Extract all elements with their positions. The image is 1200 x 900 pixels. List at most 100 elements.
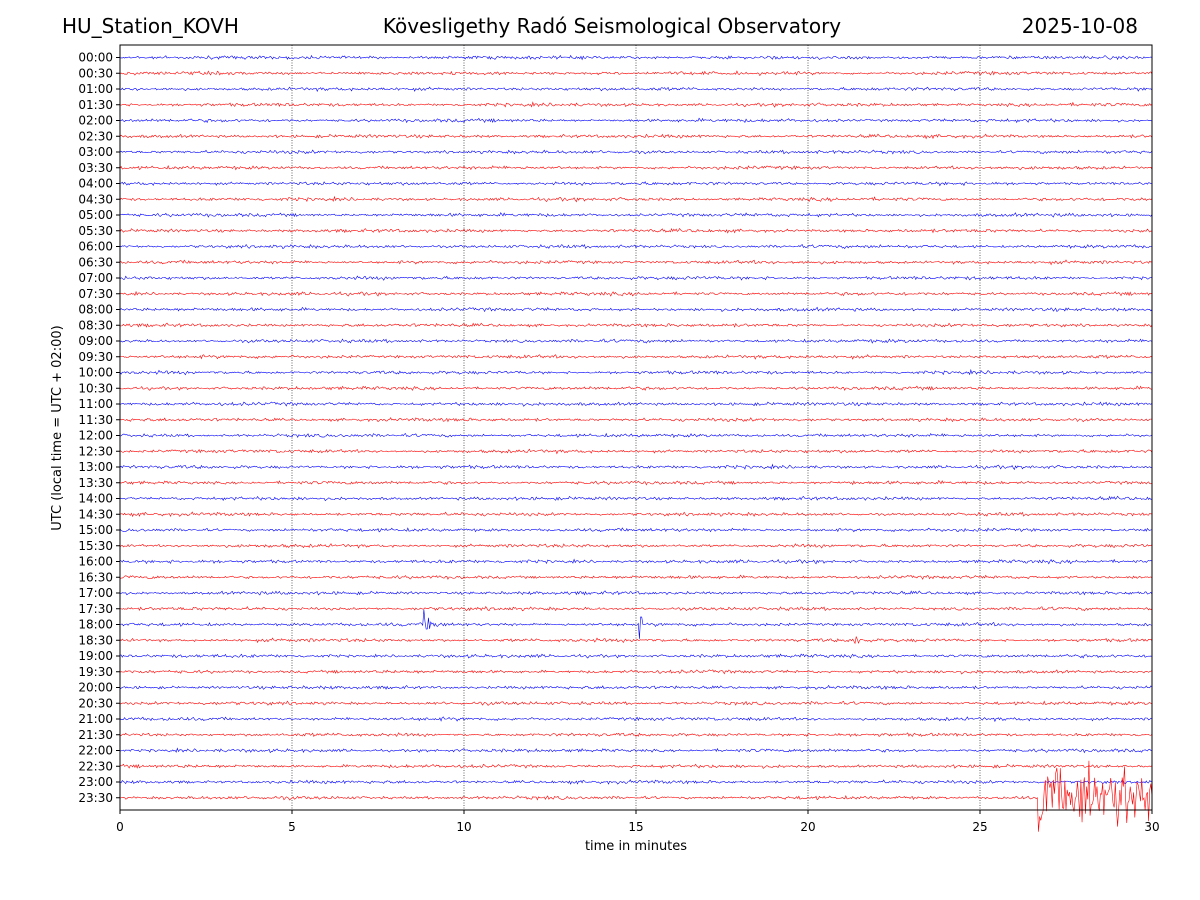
y-tick-label: 10:30 <box>78 381 113 395</box>
y-tick-label: 22:30 <box>78 759 113 773</box>
trace-row-1430 <box>119 511 1153 518</box>
y-tick-label: 16:00 <box>78 555 113 569</box>
y-tick-label: 00:00 <box>78 51 113 65</box>
x-tick-label: 15 <box>628 820 643 834</box>
y-tick-label: 21:30 <box>78 728 113 742</box>
trace-row-0100 <box>119 86 1153 93</box>
y-tick-label: 15:30 <box>78 539 113 553</box>
y-tick-label: 23:30 <box>78 791 113 805</box>
y-tick-label: 11:30 <box>78 413 113 427</box>
y-tick-label: 11:00 <box>78 397 113 411</box>
y-tick-label: 18:30 <box>78 633 113 647</box>
y-tick-label: 08:30 <box>78 318 113 332</box>
trace-row-0800 <box>119 306 1153 313</box>
station-name: HU_Station_KOVH <box>62 14 239 38</box>
trace-row-1900 <box>119 653 1153 659</box>
x-tick-label: 25 <box>972 820 987 834</box>
trace-row-0030 <box>119 70 1153 77</box>
trace-row-1830 <box>119 635 1153 645</box>
y-tick-label: 23:00 <box>78 775 113 789</box>
y-tick-label: 06:00 <box>78 240 113 254</box>
trace-row-1630 <box>119 574 1153 580</box>
x-tick-label: 20 <box>800 820 815 834</box>
y-tick-label: 17:00 <box>78 586 113 600</box>
trace-row-1130 <box>119 417 1153 423</box>
y-tick-label: 09:00 <box>78 334 113 348</box>
y-tick-label: 13:30 <box>78 476 113 490</box>
y-tick-label: 18:00 <box>78 618 113 632</box>
trace-row-0700 <box>119 275 1153 281</box>
y-tick-label: 20:30 <box>78 696 113 710</box>
y-axis-label: UTC (local time = UTC + 02:00) <box>50 325 65 530</box>
y-tick-label: 02:30 <box>78 129 113 143</box>
y-tick-label: 21:00 <box>78 712 113 726</box>
y-tick-label: 01:00 <box>78 82 113 96</box>
trace-row-2000 <box>119 684 1153 691</box>
y-tick-label: 01:30 <box>78 98 113 112</box>
trace-row-0330 <box>119 165 1153 171</box>
trace-row-2200 <box>119 747 1153 754</box>
trace-row-1700 <box>120 590 1153 596</box>
trace-row-1800 <box>119 609 1153 639</box>
y-tick-label: 05:30 <box>78 224 113 238</box>
x-tick-label: 10 <box>456 820 471 834</box>
trace-row-0230 <box>119 133 1153 140</box>
y-tick-label: 19:30 <box>78 665 113 679</box>
trace-row-1030 <box>119 385 1153 391</box>
y-tick-label: 14:30 <box>78 507 113 521</box>
trace-row-0930 <box>119 354 1153 360</box>
trace-row-2030 <box>119 700 1153 706</box>
trace-row-2300 <box>119 779 1153 785</box>
x-tick-label: 5 <box>288 820 296 834</box>
trace-layer <box>119 54 1153 832</box>
trace-row-1000 <box>119 368 1153 376</box>
x-tick-label: 30 <box>1144 820 1159 834</box>
y-tick-label: 17:30 <box>78 602 113 616</box>
y-tick-label: 15:00 <box>78 523 113 537</box>
trace-row-0300 <box>119 149 1153 155</box>
trace-row-1400 <box>119 495 1153 502</box>
trace-row-1530 <box>119 543 1153 549</box>
y-tick-label: 06:30 <box>78 255 113 269</box>
trace-row-2330 <box>119 760 1153 832</box>
trace-row-1200 <box>119 432 1153 439</box>
trace-row-1930 <box>119 669 1153 675</box>
y-tick-label: 16:30 <box>78 570 113 584</box>
y-tick-label: 08:00 <box>78 303 113 317</box>
trace-row-1100 <box>119 401 1153 407</box>
y-tick-label: 09:30 <box>78 350 113 364</box>
y-tick-label: 12:00 <box>78 429 113 443</box>
trace-row-1230 <box>119 448 1153 455</box>
x-tick-label: 0 <box>116 820 124 834</box>
trace-row-0630 <box>119 259 1153 266</box>
grid-layer <box>291 45 981 810</box>
y-tick-label: 00:30 <box>78 66 113 80</box>
trace-row-0430 <box>119 195 1153 203</box>
y-tick-label: 05:00 <box>78 208 113 222</box>
chart-title: Kövesligethy Radó Seismological Observat… <box>382 14 842 38</box>
x-axis-label: time in minutes <box>585 839 687 854</box>
y-tick-label: 03:00 <box>78 145 113 159</box>
y-tick-label: 07:30 <box>78 287 113 301</box>
trace-row-1500 <box>119 527 1152 533</box>
trace-row-0900 <box>119 338 1153 344</box>
y-tick-label: 03:30 <box>78 161 113 175</box>
trace-row-0730 <box>119 290 1153 297</box>
trace-row-0500 <box>119 212 1153 218</box>
y-tick-label: 13:00 <box>78 460 113 474</box>
trace-row-0530 <box>119 227 1153 234</box>
y-tick-label: 12:30 <box>78 444 113 458</box>
trace-row-0130 <box>119 101 1153 108</box>
trace-row-2230 <box>119 763 1153 769</box>
trace-row-1330 <box>119 479 1153 486</box>
trace-row-1600 <box>119 558 1153 565</box>
trace-row-0830 <box>119 322 1153 328</box>
y-tick-label: 04:00 <box>78 177 113 191</box>
trace-row-0200 <box>119 117 1153 124</box>
y-tick-label: 20:00 <box>78 681 113 695</box>
trace-row-1730 <box>119 605 1153 612</box>
trace-row-2130 <box>119 732 1153 738</box>
trace-row-0600 <box>119 243 1153 250</box>
